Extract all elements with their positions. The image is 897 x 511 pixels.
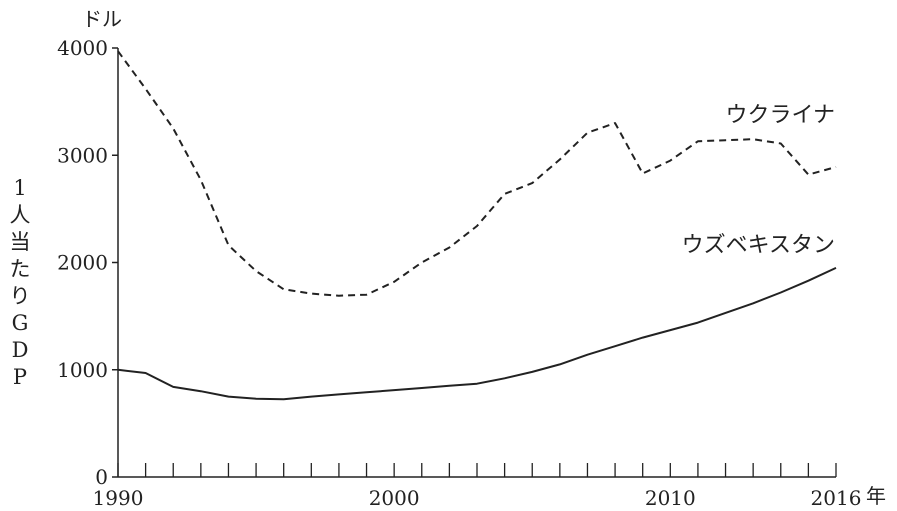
y-axis-label-char: り bbox=[10, 284, 31, 308]
x-tick-label: 2016 bbox=[811, 486, 862, 510]
series-line-uzbekistan bbox=[117, 266, 837, 401]
y-tick-label: 3000 bbox=[57, 143, 108, 167]
series-label-ukraine: ウクライナ bbox=[725, 103, 835, 128]
y-tick-label: 1000 bbox=[57, 358, 108, 382]
y-tick-label: 4000 bbox=[57, 36, 108, 60]
series-line-ukraine bbox=[117, 50, 837, 297]
y-axis-label-char: P bbox=[13, 365, 27, 389]
y-axis-label-char: D bbox=[12, 338, 29, 362]
x-ticks: 1990 2000 2010 2016 bbox=[93, 463, 862, 510]
x-tick-label: 2010 bbox=[645, 486, 696, 510]
x-tick-label: 2000 bbox=[369, 486, 420, 510]
x-tick-label: 1990 bbox=[93, 486, 144, 510]
y-axis-label-char: 当 bbox=[10, 230, 31, 254]
series-label-uzbekistan: ウズベキスタン bbox=[682, 233, 835, 258]
y-axis-label-char: G bbox=[12, 311, 29, 335]
y-axis-label-char: 人 bbox=[10, 203, 31, 227]
y-tick-label: 2000 bbox=[57, 251, 108, 275]
y-unit-label: ドル bbox=[82, 7, 122, 31]
y-axis-label-char: た bbox=[10, 257, 31, 281]
y-tick-label: 0 bbox=[95, 465, 108, 489]
x-unit-label: 年 bbox=[866, 484, 886, 508]
y-axis-label-char: 1 bbox=[13, 176, 26, 200]
y-ticks: 0 1000 2000 3000 4000 bbox=[57, 36, 118, 489]
